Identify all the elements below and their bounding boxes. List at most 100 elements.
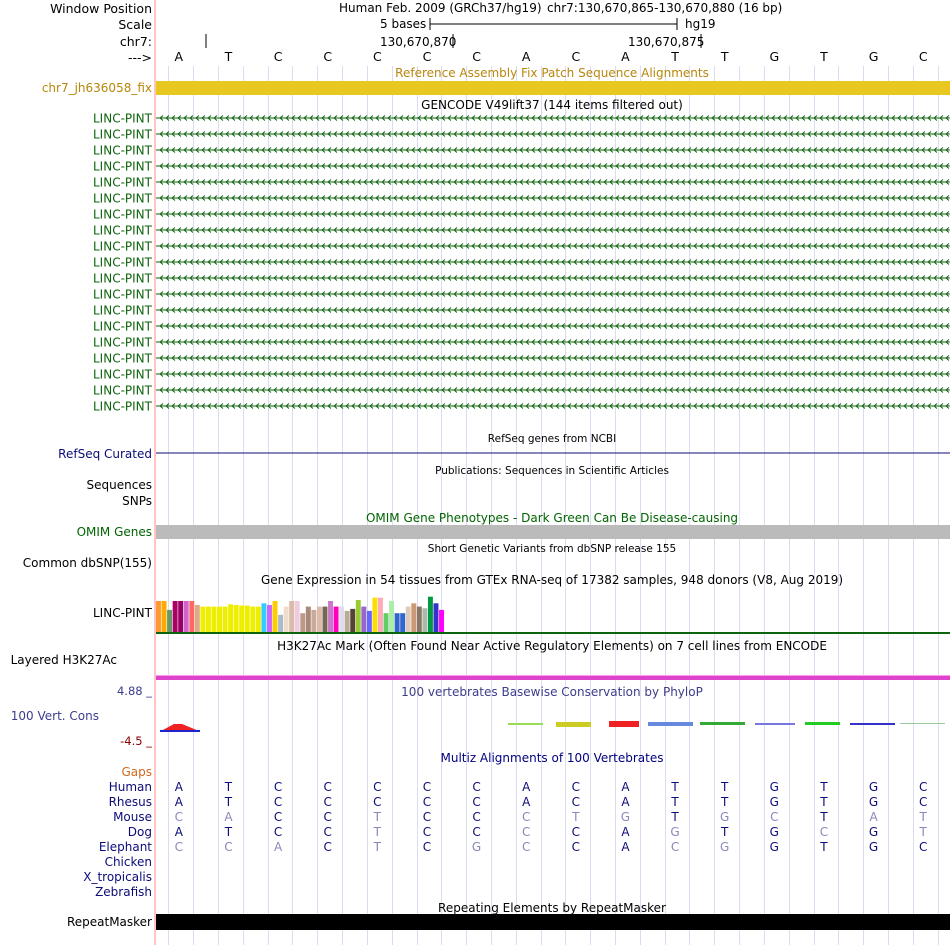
gencode-item-label[interactable]: LINC-PINT xyxy=(93,192,153,206)
gencode-item-label[interactable]: LINC-PINT xyxy=(93,160,153,174)
ruler-header[interactable]: Window Position Scale chr7: ---> Human F… xyxy=(50,1,928,65)
species-label[interactable]: Zebrafish xyxy=(95,885,152,899)
multiz-gaps-label[interactable]: Gaps xyxy=(121,765,152,779)
gencode-item-label[interactable]: LINC-PINT xyxy=(93,112,153,126)
gtex-tissue-bar[interactable] xyxy=(183,600,189,633)
gencode-item-label[interactable]: LINC-PINT xyxy=(93,368,153,382)
gtex-tissue-bar[interactable] xyxy=(244,605,250,633)
gencode-item-row[interactable]: LINC-PINT xyxy=(93,368,950,382)
gencode-item-row[interactable]: LINC-PINT xyxy=(93,272,950,286)
gtex-tissue-bar[interactable] xyxy=(272,600,278,633)
gtex-tissue-bar[interactable] xyxy=(178,600,184,633)
omim-label[interactable]: OMIM Genes xyxy=(77,525,152,539)
gtex-tissue-bar[interactable] xyxy=(372,597,378,633)
fix-patch-label[interactable]: chr7_jh636058_fix xyxy=(42,81,152,95)
gencode-item-label[interactable]: LINC-PINT xyxy=(93,288,153,302)
gencode-item-row[interactable]: LINC-PINT xyxy=(93,128,950,142)
gencode-item-row[interactable]: LINC-PINT xyxy=(93,256,950,270)
gencode-item-label[interactable]: LINC-PINT xyxy=(93,176,153,190)
gtex-tissue-bar[interactable] xyxy=(267,604,272,633)
gtex-tissue-bar[interactable] xyxy=(411,603,417,633)
gtex-tissue-bar[interactable] xyxy=(255,606,261,633)
gencode-item-row[interactable]: LINC-PINT xyxy=(93,336,950,350)
gencode-item-row[interactable]: LINC-PINT xyxy=(93,288,950,302)
gencode-item-label[interactable]: LINC-PINT xyxy=(93,384,153,398)
phylop-label[interactable]: 100 Vert. Cons xyxy=(11,709,99,723)
species-row[interactable]: Rhesus A T C C C C C A C A T T G T G C xyxy=(109,795,928,809)
gtex-tissue-bar[interactable] xyxy=(328,600,333,633)
gencode-item-label[interactable]: LINC-PINT xyxy=(93,320,153,334)
gtex-tissue-bar[interactable] xyxy=(350,608,356,633)
gtex-tissue-bar[interactable] xyxy=(161,600,167,633)
gtex-tissue-bar[interactable] xyxy=(211,606,217,633)
publications-sequences-label[interactable]: Sequences xyxy=(87,478,152,492)
gtex-tissue-bar[interactable] xyxy=(361,606,367,633)
gencode-item-row[interactable]: LINC-PINT xyxy=(93,176,950,190)
h3k27ac-bar[interactable] xyxy=(156,675,950,680)
gtex-bar-chart[interactable] xyxy=(156,596,444,633)
gtex-tissue-bar[interactable] xyxy=(355,600,361,633)
gtex-tissue-bar[interactable] xyxy=(222,606,228,633)
gtex-tissue-bar[interactable] xyxy=(217,606,222,633)
gtex-tissue-bar[interactable] xyxy=(339,606,345,633)
species-row[interactable]: Chicken xyxy=(105,855,152,869)
gtex-tissue-bar[interactable] xyxy=(172,600,178,633)
gtex-tissue-bar[interactable] xyxy=(289,600,295,633)
gencode-item-row[interactable]: LINC-PINT xyxy=(93,160,950,174)
gencode-item-row[interactable]: LINC-PINT xyxy=(93,112,950,126)
gencode-item-row[interactable]: LINC-PINT xyxy=(93,192,950,206)
h3k27ac-label[interactable]: Layered H3K27Ac xyxy=(11,653,117,667)
gtex-tissue-bar[interactable] xyxy=(233,604,239,633)
gtex-tissue-bar[interactable] xyxy=(394,613,400,633)
gencode-item-label[interactable]: LINC-PINT xyxy=(93,128,153,142)
phylop-plot[interactable] xyxy=(160,721,945,732)
gencode-item-row[interactable]: LINC-PINT xyxy=(93,240,950,254)
gtex-tissue-bar[interactable] xyxy=(300,613,306,633)
gencode-item-label[interactable]: LINC-PINT xyxy=(93,352,153,366)
species-label[interactable]: X_tropicalis xyxy=(83,870,152,884)
gtex-tissue-bar[interactable] xyxy=(200,606,206,633)
gencode-item-row[interactable]: LINC-PINT xyxy=(93,384,950,398)
gtex-tissue-bar[interactable] xyxy=(228,604,234,633)
gtex-label[interactable]: LINC-PINT xyxy=(93,606,153,620)
gencode-item-label[interactable]: LINC-PINT xyxy=(93,400,153,414)
gtex-tissue-bar[interactable] xyxy=(378,597,383,633)
gtex-tissue-bar[interactable] xyxy=(405,606,411,633)
gtex-tissue-bar[interactable] xyxy=(383,613,389,633)
dbsnp-label[interactable]: Common dbSNP(155) xyxy=(23,556,152,570)
gtex-tissue-bar[interactable] xyxy=(316,606,322,633)
species-row[interactable]: Elephant C C A C T C G C C A C G G T G C xyxy=(99,840,928,854)
gtex-tissue-bar[interactable] xyxy=(389,600,395,633)
gencode-item-label[interactable]: LINC-PINT xyxy=(93,272,153,286)
gtex-tissue-bar[interactable] xyxy=(422,608,428,633)
gtex-tissue-bar[interactable] xyxy=(333,606,339,633)
species-row[interactable]: Zebrafish xyxy=(95,885,152,899)
species-label[interactable]: Elephant xyxy=(99,840,152,854)
gtex-tissue-bar[interactable] xyxy=(305,606,311,633)
publications-snps-label[interactable]: SNPs xyxy=(122,494,152,508)
species-row[interactable]: Mouse C A C C T C C C T G T G C T A T xyxy=(113,810,927,824)
gtex-tissue-bar[interactable] xyxy=(261,603,267,633)
gtex-tissue-bar[interactable] xyxy=(250,606,256,633)
gencode-item-row[interactable]: LINC-PINT xyxy=(93,304,950,318)
species-label[interactable]: Chicken xyxy=(105,855,152,869)
fix-patch-bar[interactable] xyxy=(156,81,950,95)
species-label[interactable]: Dog xyxy=(128,825,152,839)
gtex-tissue-bar[interactable] xyxy=(433,603,439,633)
gtex-tissue-bar[interactable] xyxy=(322,606,328,633)
gtex-tissue-bar[interactable] xyxy=(194,604,200,633)
gtex-tissue-bar[interactable] xyxy=(205,606,211,633)
omim-bar[interactable] xyxy=(156,525,950,539)
gtex-tissue-bar[interactable] xyxy=(400,613,406,633)
species-label[interactable]: Mouse xyxy=(113,810,152,824)
gtex-tissue-bar[interactable] xyxy=(427,596,433,633)
gencode-item-label[interactable]: LINC-PINT xyxy=(93,256,153,270)
gencode-item-label[interactable]: LINC-PINT xyxy=(93,144,153,158)
gtex-tissue-bar[interactable] xyxy=(294,600,300,633)
gencode-item-row[interactable]: LINC-PINT xyxy=(93,224,950,238)
gencode-item-label[interactable]: LINC-PINT xyxy=(93,240,153,254)
repeatmasker-label[interactable]: RepeatMasker xyxy=(67,915,152,929)
gencode-item-row[interactable]: LINC-PINT xyxy=(93,208,950,222)
species-row[interactable]: Human A T C C C C C A C A T T G T G C xyxy=(109,780,928,794)
species-label[interactable]: Rhesus xyxy=(109,795,152,809)
